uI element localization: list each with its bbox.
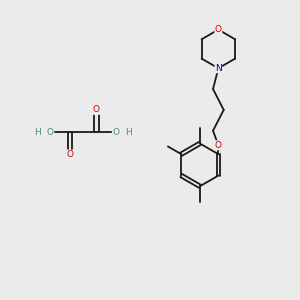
Text: H: H [125,128,132,137]
Text: O: O [215,25,222,34]
Text: O: O [112,128,119,137]
Text: O: O [93,105,100,114]
Text: H: H [34,128,41,137]
Text: O: O [215,141,222,150]
Text: O: O [66,150,73,159]
Text: N: N [215,64,222,73]
Text: O: O [47,128,54,137]
